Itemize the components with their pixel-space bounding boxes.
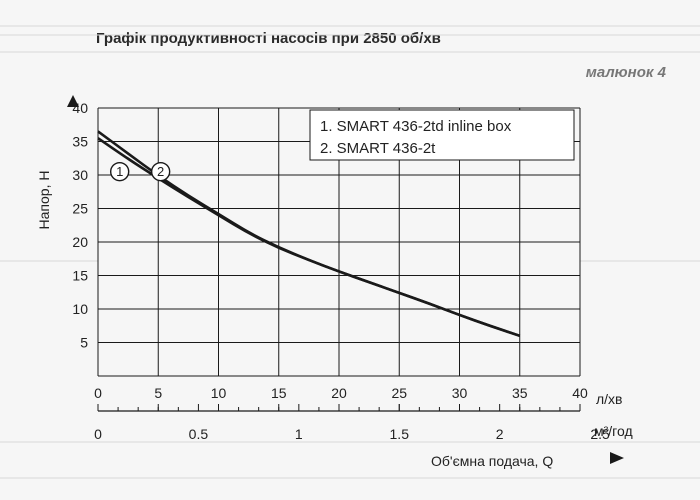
legend: 1. SMART 436-2td inline box 2. SMART 436… — [309, 109, 575, 161]
x-tick-labels: 0 5 10 15 20 25 30 35 40 — [94, 385, 588, 401]
background-stripes — [0, 25, 700, 479]
series-marker-label-2: 2 — [157, 164, 164, 179]
x-unit-primary: л/хв — [596, 391, 623, 407]
series-marker-1 — [109, 161, 130, 182]
x-axis-arrow-icon — [610, 452, 624, 464]
x-secondary-tick-label: 1.5 — [390, 426, 410, 442]
y-tick-label: 5 — [80, 335, 88, 351]
figure-label: малюнок 4 — [585, 64, 666, 81]
x-tick-label: 30 — [452, 385, 468, 401]
secondary-x-axis: 0 0.5 1 1.5 2 2.5 — [94, 404, 610, 442]
x-tick-label: 15 — [271, 385, 287, 401]
legend-entry-1: 1. SMART 436-2td inline box — [320, 118, 512, 135]
x-axis-title: Об'ємна подача, Q — [431, 453, 553, 469]
series-marker-2 — [150, 161, 171, 182]
y-tick-label: 30 — [72, 167, 88, 183]
y-tick-label: 25 — [72, 201, 88, 217]
x-tick-label: 0 — [94, 385, 102, 401]
y-tick-label: 20 — [72, 234, 88, 250]
legend-entry-2: 2. SMART 436-2t — [320, 140, 436, 157]
x-secondary-tick-label: 2.5 — [590, 426, 610, 442]
x-secondary-tick-label: 0.5 — [189, 426, 209, 442]
y-tick-label: 10 — [72, 301, 88, 317]
x-secondary-tick-label: 0 — [94, 426, 102, 442]
x-secondary-tick-label: 2 — [496, 426, 504, 442]
y-tick-label: 35 — [72, 134, 88, 150]
y-axis-arrow-icon — [67, 95, 79, 107]
page-title: Графік продуктивності насосів при 2850 о… — [96, 30, 441, 47]
x-secondary-tick-label: 1 — [295, 426, 303, 442]
x-tick-label: 10 — [211, 385, 227, 401]
x-unit-secondary: м³/год — [594, 423, 633, 439]
x-tick-label: 40 — [572, 385, 588, 401]
series-marker-label-1: 1 — [116, 164, 123, 179]
y-axis-title: Напор, Н — [36, 171, 52, 230]
x-tick-label: 20 — [331, 385, 347, 401]
x-tick-label: 35 — [512, 385, 528, 401]
y-tick-label: 15 — [72, 268, 88, 284]
x-tick-label: 25 — [391, 385, 407, 401]
x-tick-label: 5 — [154, 385, 162, 401]
